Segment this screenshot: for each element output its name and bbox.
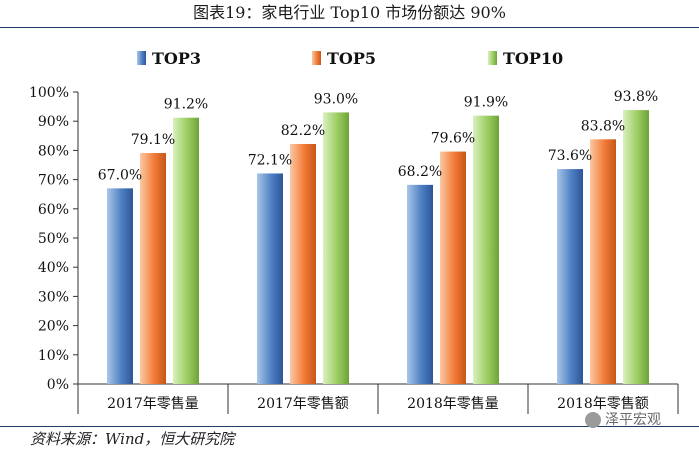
legend-swatch-top10	[488, 51, 497, 65]
data-label-top3-4: 73.6%	[548, 148, 592, 164]
data-label-top5-4: 83.8%	[581, 118, 625, 134]
bar-top5-1	[140, 153, 166, 384]
legend-label-top10: TOP10	[503, 49, 563, 68]
bar-top10-3	[473, 115, 499, 384]
bar-top5-2	[290, 143, 316, 384]
data-label-top10-4: 93.8%	[614, 89, 658, 105]
figure-title: 图表19：家电行业 Top10 市场份额达 90%	[193, 3, 506, 22]
y-tick-label: 50%	[38, 231, 69, 247]
source-note: 资料来源：Wind，恒大研究院	[30, 430, 235, 448]
x-tick-label: 2017年零售额	[257, 396, 349, 412]
bar-top3-2	[257, 173, 283, 384]
x-tick-label: 2018年零售量	[407, 396, 499, 412]
legend-label-top5: TOP5	[327, 49, 376, 68]
watermark: 泽平宏观	[585, 410, 661, 430]
bar-top10-4	[623, 110, 649, 384]
x-tick-label: 2017年零售量	[107, 396, 199, 412]
data-label-top10-3: 91.9%	[464, 95, 508, 111]
data-label-top5-3: 79.6%	[431, 131, 475, 147]
source-rule	[0, 426, 699, 427]
data-labels: 67.0% 79.1% 91.2% 72.1% 82.2% 93.0% 68.2% 79.6%…	[98, 89, 658, 183]
bar-top5-3	[440, 151, 466, 384]
title-rule	[0, 27, 699, 28]
y-tick-label: 40%	[38, 260, 69, 276]
data-label-top3-3: 68.2%	[398, 164, 442, 180]
x-tick-label: 2018年零售额	[557, 396, 649, 412]
data-label-top5-2: 82.2%	[281, 123, 325, 139]
bars	[107, 110, 649, 385]
data-label-top3-1: 67.0%	[98, 167, 142, 183]
legend-swatch-top3	[137, 51, 146, 65]
y-tick-label: 100%	[29, 85, 69, 101]
y-tick-label: 60%	[38, 202, 69, 218]
data-label-top5-1: 79.1%	[131, 132, 175, 148]
legend-swatch-top5	[312, 51, 321, 65]
y-tick-label: 70%	[38, 173, 69, 189]
y-tick-label: 20%	[38, 319, 69, 335]
data-label-top3-2: 72.1%	[248, 152, 292, 168]
data-label-top10-2: 93.0%	[314, 91, 358, 107]
y-tick-label: 30%	[38, 289, 69, 305]
bar-top10-1	[173, 117, 199, 385]
legend: TOP3 TOP5 TOP10	[137, 49, 563, 68]
y-tick-label: 80%	[38, 143, 69, 159]
watermark-text: 泽平宏观	[605, 412, 661, 428]
y-tick-label: 90%	[38, 114, 69, 130]
y-tick-label: 0%	[47, 377, 69, 393]
wechat-icon	[585, 412, 601, 428]
bar-top3-4	[557, 169, 583, 384]
bar-top10-2	[323, 112, 349, 384]
bar-top5-4	[590, 139, 616, 384]
y-tick-label: 10%	[38, 348, 69, 364]
data-label-top10-1: 91.2%	[164, 97, 208, 113]
bar-top3-1	[107, 188, 133, 384]
axes: 0% 10% 20% 30% 40% 50% 60% 70% 80% 90% 100% 2017年零售…	[29, 85, 679, 414]
legend-label-top3: TOP3	[152, 49, 201, 68]
bar-top3-3	[407, 184, 433, 384]
